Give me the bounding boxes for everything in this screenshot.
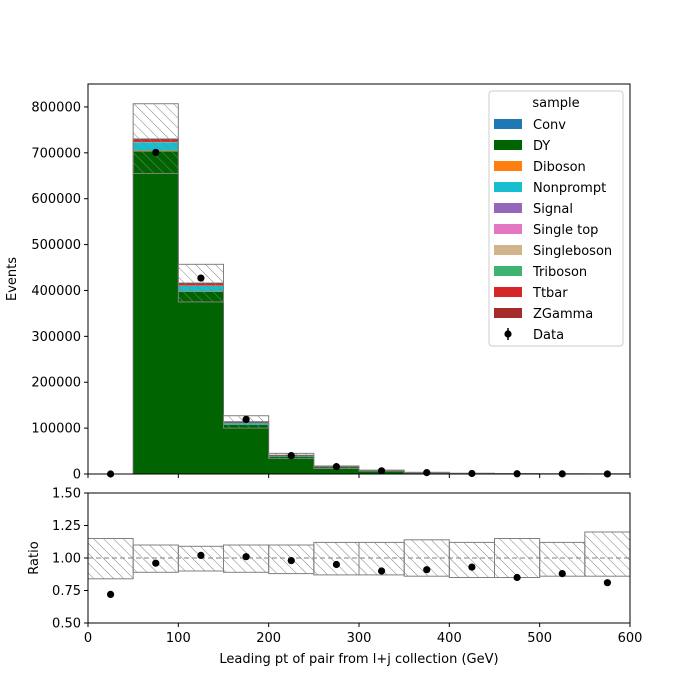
ratio-y-axis: 0.50 0.75 1.00 1.25 1.50 (52, 487, 88, 632)
legend: sample Conv DY Diboson Nonprompt Signal Singl… (488, 90, 624, 347)
uncertainty-band-2 (177, 263, 224, 303)
x-tick-label: 400 (437, 631, 462, 646)
ratio-uncertainty-band-0 (88, 538, 134, 580)
legend-swatch (494, 182, 522, 192)
legend-label: Conv (533, 118, 566, 133)
ratio-y-tick-label: 1.25 (52, 519, 81, 534)
ratio-point (152, 559, 160, 567)
main-panel: 0 100000 200000 300000 400000 500000 600000 700… (5, 83, 631, 483)
ratio-point (513, 573, 521, 582)
ratio-points (106, 551, 612, 599)
legend-swatch (494, 308, 522, 318)
ratio-point (197, 551, 205, 560)
legend-swatch (494, 266, 522, 276)
ratio-uncertainty-band-11 (584, 531, 630, 577)
ratio-point (332, 560, 341, 569)
data-point (242, 415, 250, 423)
legend-label: Signal (533, 202, 573, 217)
y-tick-label: 0 (73, 468, 81, 483)
ratio-point (468, 563, 476, 571)
legend-label: Single top (533, 223, 598, 238)
legend-swatch (494, 203, 522, 213)
ratio-point (242, 553, 250, 561)
main-x-axis (87, 474, 631, 478)
legend-swatch (494, 245, 522, 255)
legend-swatch (494, 161, 522, 171)
y-tick-label: 700000 (31, 146, 81, 161)
y-tick-label: 600000 (31, 192, 81, 207)
ratio-point (106, 590, 115, 599)
y-tick-label: 100000 (31, 422, 81, 437)
legend-label: ZGamma (533, 307, 593, 322)
data-point (377, 467, 386, 475)
x-tick-label: 600 (618, 631, 643, 646)
legend-label: Triboson (532, 265, 587, 280)
ratio-y-tick-label: 0.75 (52, 584, 81, 599)
legend-swatch (494, 287, 522, 297)
ratio-x-axis: 0 100 200 300 400 500 600 (84, 623, 643, 646)
data-point (468, 469, 476, 478)
ratio-uncertainty-band-1 (132, 544, 179, 573)
legend-swatch (494, 119, 522, 129)
ratio-y-axis-label: Ratio (27, 541, 42, 574)
legend-label: Data (533, 328, 564, 343)
ratio-panel: 0.50 0.75 1.00 1.25 1.50 0 100 200 300 400 500 600… (27, 487, 642, 668)
legend-label: DY (533, 139, 550, 154)
main-y-axis-label: Events (5, 257, 20, 301)
ratio-point (287, 557, 295, 565)
ratio-point (558, 570, 566, 578)
x-tick-label: 300 (347, 631, 372, 646)
legend-frame (488, 90, 624, 347)
ratio-uncertainty-band-5 (313, 541, 360, 576)
ratio-y-tick-label: 0.50 (52, 617, 81, 632)
ratio-point (377, 567, 386, 575)
y-tick-label: 400000 (31, 284, 81, 299)
bar-dy-1 (133, 151, 179, 474)
ratio-point (603, 579, 612, 587)
legend-label: Ttbar (532, 286, 568, 301)
y-tick-label: 300000 (31, 330, 81, 345)
y-tick-label: 500000 (31, 238, 81, 253)
ratio-point (423, 566, 431, 574)
ratio-y-tick-label: 1.00 (52, 552, 81, 567)
uncertainty-band-1 (132, 103, 179, 174)
x-tick-label: 0 (84, 631, 92, 646)
legend-label: Diboson (533, 160, 586, 175)
data-point (332, 463, 341, 471)
x-tick-label: 500 (527, 631, 552, 646)
ratio-uncertainty-band-8 (448, 541, 496, 579)
main-y-axis: 0 100000 200000 300000 400000 500000 600000 700… (31, 100, 88, 483)
bar-dy-3 (223, 424, 269, 474)
ratio-plot (88, 531, 630, 580)
y-tick-label: 200000 (31, 376, 81, 391)
legend-marker (504, 330, 512, 338)
legend-label: Singleboson (533, 244, 612, 259)
x-axis-label: Leading pt of pair from l+j collection (… (219, 652, 498, 667)
data-point (423, 469, 431, 477)
x-tick-label: 100 (166, 631, 191, 646)
ratio-y-tick-label: 1.50 (52, 487, 81, 502)
bar-dy-2 (178, 291, 224, 474)
legend-label: Nonprompt (533, 181, 606, 196)
y-tick-label: 800000 (31, 100, 81, 115)
data-point (152, 148, 160, 156)
data-point (287, 452, 295, 460)
legend-swatch (494, 140, 522, 150)
data-point (197, 274, 205, 282)
legend-title: sample (532, 96, 579, 111)
legend-swatch (494, 224, 522, 234)
x-tick-label: 200 (256, 631, 281, 646)
